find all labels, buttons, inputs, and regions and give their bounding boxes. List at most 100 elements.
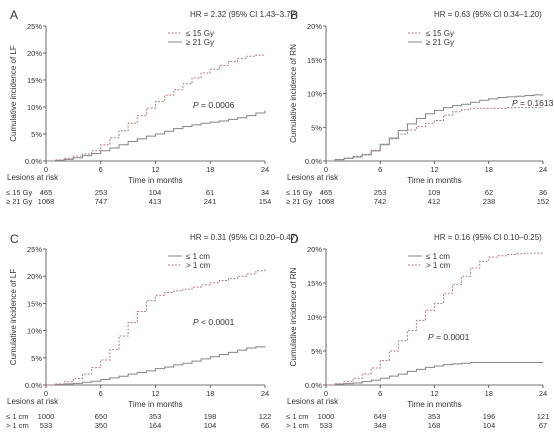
y-tick-label: 20%: [307, 22, 322, 31]
x-tick-label: 6: [99, 165, 103, 174]
x-tick-label: 18: [206, 165, 214, 174]
x-tick-label: 0: [324, 389, 328, 398]
y-axis-title: Cumulative incidence of LF: [9, 269, 18, 366]
hazard-ratio-text: HR = 2.32 (95% CI 1.43–3.77): [190, 10, 298, 19]
risk-cell: 350: [95, 421, 108, 430]
legend-label: ≤ 1 cm: [186, 252, 210, 261]
y-tick-label: 10%: [27, 327, 42, 336]
x-tick-label: 18: [485, 389, 493, 398]
hazard-ratio-text: HR = 0.31 (95% CI 0.20–0.47): [190, 233, 298, 242]
legend-label: ≤ 15 Gy: [186, 29, 214, 38]
risk-cell: 36: [539, 188, 547, 197]
series-line-0: [46, 54, 266, 162]
y-tick-label: 15%: [27, 299, 42, 308]
risk-table-title: Lesions at risk: [287, 397, 339, 406]
series-line-1: [326, 94, 543, 162]
risk-row-label: ≥ 21 Gy: [6, 197, 32, 206]
hazard-ratio-text: HR = 0.16 (95% CI 0.10–0.25): [434, 233, 542, 242]
y-tick-label: 15%: [307, 279, 322, 288]
series-line-0: [326, 107, 543, 162]
y-tick-label: 0.0%: [305, 157, 322, 166]
legend-label: ≤ 1 cm: [426, 252, 450, 261]
y-axis-title: Cumulative incidence of RN: [289, 267, 298, 366]
risk-cell: 1000: [318, 412, 335, 421]
y-axis-title: Cumulative incidence of LF: [9, 45, 18, 142]
x-tick-label: 12: [151, 165, 159, 174]
legend-label: > 1 cm: [426, 261, 451, 270]
risk-cell: 465: [320, 188, 333, 197]
x-tick-label: 18: [206, 389, 214, 398]
series-line-0: [46, 346, 266, 386]
y-tick-label: 10%: [307, 313, 322, 322]
risk-cell: 650: [95, 412, 108, 421]
panel-a: A 0.0% 5% 10% 15% 20% 25% 0 6 12 18 24 Time in month…: [6, 8, 298, 206]
x-tick-label: 24: [539, 165, 547, 174]
risk-cell: 164: [149, 421, 162, 430]
risk-cell: 34: [261, 188, 269, 197]
x-tick-label: 24: [261, 165, 269, 174]
risk-cell: 238: [483, 197, 496, 206]
risk-cell: 154: [259, 197, 272, 206]
risk-cell: 465: [40, 188, 53, 197]
risk-cell: 353: [428, 412, 441, 421]
x-tick-label: 18: [485, 165, 493, 174]
x-tick-label: 6: [378, 165, 382, 174]
y-tick-label: 20%: [27, 49, 42, 58]
risk-cell: 152: [537, 197, 550, 206]
risk-cell: 353: [149, 412, 162, 421]
panel-label: B: [290, 8, 298, 22]
y-tick-label: 0.0%: [305, 381, 322, 390]
y-tick-label: 5%: [311, 347, 322, 356]
risk-row-label: ≤ 15 Gy: [6, 188, 32, 197]
risk-cell: 253: [95, 188, 108, 197]
risk-cell: 742: [374, 197, 387, 206]
risk-cell: 413: [149, 197, 162, 206]
risk-cell: 104: [204, 421, 217, 430]
legend-label: ≥ 21 Gy: [186, 38, 214, 47]
legend-label: > 1 cm: [186, 261, 211, 270]
risk-cell: 168: [428, 421, 441, 430]
risk-cell: 412: [428, 197, 441, 206]
y-tick-label: 15%: [27, 76, 42, 85]
x-axis-title: Time in months: [407, 176, 461, 185]
risk-cell: 533: [40, 421, 53, 430]
p-value-text: P = 0.1613: [512, 98, 554, 108]
risk-cell: 104: [483, 421, 496, 430]
series-line-1: [46, 268, 266, 386]
y-tick-label: 25%: [27, 245, 42, 254]
risk-cell: 67: [539, 421, 547, 430]
panel-label: A: [10, 8, 18, 22]
x-tick-label: 24: [539, 389, 547, 398]
x-tick-label: 6: [99, 389, 103, 398]
risk-cell: 1000: [38, 412, 55, 421]
risk-row-label: ≥ 21 Gy: [286, 197, 312, 206]
risk-cell: 1068: [38, 197, 55, 206]
hazard-ratio-text: HR = 0.63 (95% CI 0.34–1.20): [434, 10, 542, 19]
risk-cell: 66: [261, 421, 269, 430]
y-tick-label: 0.0%: [25, 381, 42, 390]
p-value-text: P = 0.0006: [193, 100, 235, 110]
y-tick-label: 10%: [27, 103, 42, 112]
y-tick-label: 5%: [311, 123, 322, 132]
y-tick-label: 15%: [307, 56, 322, 65]
p-value-text: P = 0.0001: [428, 332, 470, 342]
panel-c: C 0.0% 5% 10% 15% 20% 25% 0 6 12 18 24 Time in month…: [6, 232, 298, 430]
risk-cell: 747: [95, 197, 108, 206]
risk-cell: 121: [537, 412, 550, 421]
x-tick-label: 0: [44, 389, 48, 398]
panel-b: B 0.0% 5% 10% 15% 20% 0 6 12 18 24 Time in months Cu…: [286, 8, 554, 206]
risk-cell: 241: [204, 197, 217, 206]
y-tick-label: 25%: [27, 22, 42, 31]
risk-cell: 61: [206, 188, 214, 197]
panel-label: C: [10, 232, 19, 246]
y-tick-label: 5%: [31, 354, 42, 363]
risk-cell: 348: [374, 421, 387, 430]
y-tick-label: 20%: [307, 245, 322, 254]
x-axis-title: Time in months: [128, 400, 182, 409]
legend-label: ≥ 21 Gy: [426, 38, 454, 47]
y-axis-title: Cumulative incidence of RN: [289, 44, 298, 143]
x-tick-label: 12: [430, 389, 438, 398]
y-tick-label: 5%: [31, 130, 42, 139]
y-tick-label: 0.0%: [25, 157, 42, 166]
